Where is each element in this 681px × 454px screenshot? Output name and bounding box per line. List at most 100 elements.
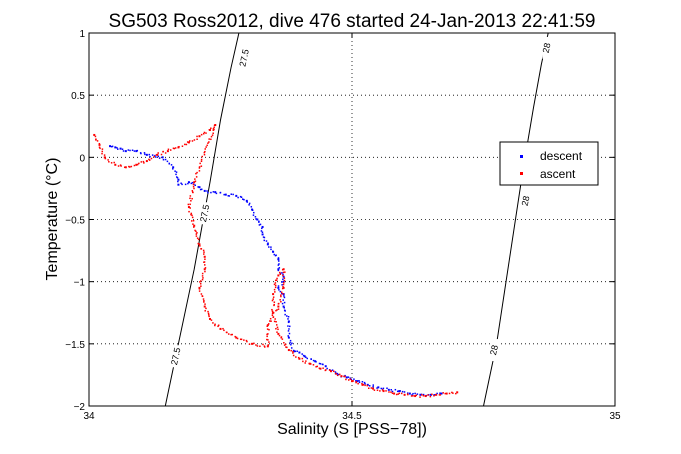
data-point [135,163,138,166]
data-point [275,327,277,330]
data-point [129,149,131,152]
data-point [245,199,248,202]
data-point [123,166,126,169]
data-point [291,342,293,345]
data-point [139,152,142,154]
data-point [366,383,369,386]
x-tick-label: 34.5 [342,411,362,422]
data-point [204,270,206,273]
data-point [393,392,396,395]
data-point [145,160,148,163]
data-point [304,362,306,364]
data-point [117,165,120,167]
data-point [361,383,364,386]
data-point [122,150,125,152]
data-point [99,147,101,150]
data-point [207,310,209,313]
data-point [184,183,187,186]
data-point [98,142,101,145]
data-point [227,195,230,197]
data-point [201,278,204,281]
data-point [310,358,313,360]
series-ascent [93,124,459,398]
data-point [194,229,196,232]
data-point [121,148,124,150]
data-point [255,218,257,220]
data-point [217,324,220,327]
data-point [268,328,270,331]
legend-marker-ascent [520,172,523,175]
data-point [186,141,189,143]
data-point [280,336,282,339]
data-point [266,328,269,330]
data-point [114,146,117,149]
data-point [297,356,300,359]
data-point [345,378,347,381]
data-point [363,381,366,384]
data-points [93,124,459,398]
data-point [214,324,216,327]
data-point [310,363,312,365]
data-point [193,226,195,228]
contour-label-bg [521,189,530,212]
legend-label-descent: descent [540,149,583,163]
y-tick-label: −2 [74,402,86,413]
data-point [277,257,280,259]
data-point [205,146,207,148]
data-point [289,325,291,328]
data-point [128,165,130,168]
data-point [142,160,145,163]
data-point [328,369,331,371]
data-point [277,258,280,261]
data-point [200,248,202,250]
data-point [270,246,272,248]
data-point [283,296,286,299]
data-point [98,146,101,148]
data-point [201,155,203,158]
data-point [336,374,339,377]
data-point [261,227,263,230]
data-point [258,221,260,223]
data-point [316,365,319,368]
data-point [124,166,127,169]
data-point [340,375,343,378]
data-point [199,283,202,285]
data-point [190,200,192,202]
data-point [104,157,107,160]
data-point [261,225,264,228]
data-point [337,373,340,376]
data-point [187,203,190,206]
data-point [355,381,357,384]
data-point [170,164,173,166]
data-point [282,283,285,286]
data-point [252,214,255,216]
data-point [414,392,416,395]
data-point [274,279,277,282]
data-point [204,303,206,305]
data-point [277,260,280,262]
contour-label: 27.5 [198,204,211,223]
data-point [282,275,285,278]
data-point [319,363,322,365]
data-point [331,369,334,371]
data-point [427,394,429,396]
data-point [271,308,273,311]
data-point [272,298,274,300]
data-point [273,253,276,256]
data-point [166,150,169,153]
data-point [124,150,127,153]
data-point [435,393,438,396]
data-point [269,320,271,322]
data-point [282,268,285,271]
y-axis-label: Temperature (°C) [44,158,61,281]
data-point [280,294,282,296]
data-point [195,172,197,175]
data-point [253,342,255,345]
data-point [264,346,266,348]
data-point [305,356,307,359]
data-point [175,171,178,173]
data-point [261,233,264,236]
data-point [154,154,156,157]
data-point [151,154,154,156]
y-tick-label: 0.5 [71,91,85,102]
